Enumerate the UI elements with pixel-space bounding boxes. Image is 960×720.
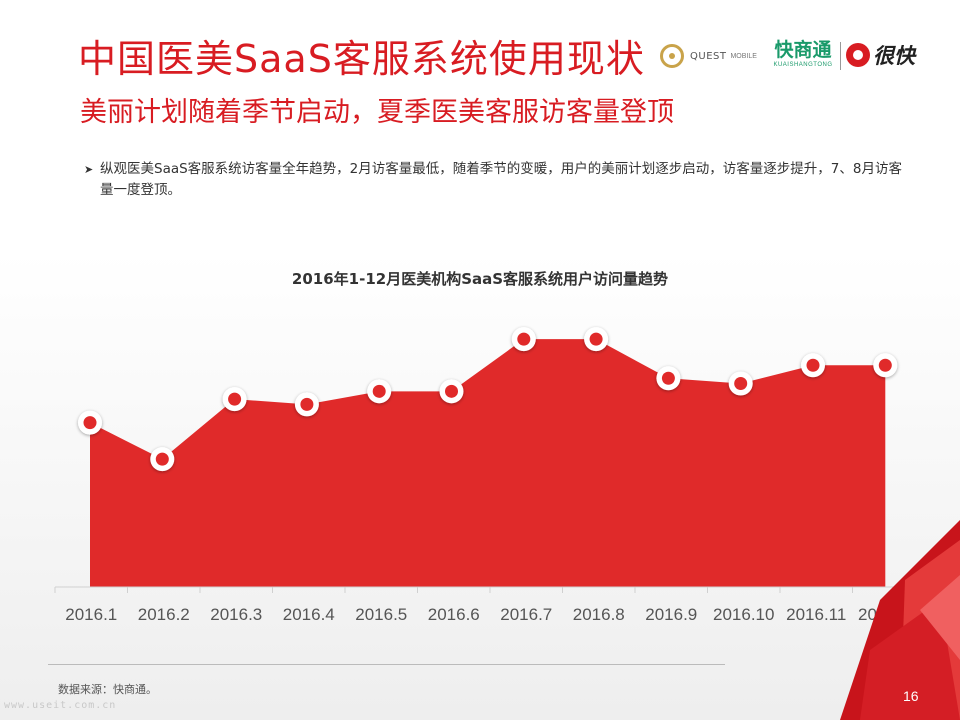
summary-text: 纵观医美SaaS客服系统访客量全年趋势，2月访客量最低，随着季节的变暖，用户的美…: [100, 161, 902, 198]
data-point: [222, 387, 247, 412]
data-point: [294, 392, 319, 417]
x-tick-label: 2016.1: [65, 605, 117, 624]
bullet-arrow-icon: ➤: [84, 163, 94, 176]
data-point: [367, 379, 392, 404]
page-title: 中国医美SaaS客服系统使用现状: [78, 37, 645, 81]
x-tick-label: 2016.7: [500, 605, 552, 624]
henkuai-logo: 很快: [846, 40, 915, 70]
data-point: [511, 327, 536, 352]
x-tick-label: 2016.6: [428, 605, 480, 624]
data-point: [728, 371, 753, 396]
logo-group: QUEST MOBILE 快商通 KUAISHANGTONG 很快: [660, 38, 930, 74]
logo-divider: [840, 42, 841, 70]
x-tick-label: 2016.5: [355, 605, 407, 624]
chart-title: 2016年1-12月医美机构SaaS客服系统用户访问量趋势: [291, 270, 669, 288]
x-tick-label: 2016.3: [210, 605, 262, 624]
data-source: 数据来源：快商通。: [58, 683, 157, 696]
x-tick-label: 2016.11: [786, 605, 846, 624]
data-point: [78, 410, 102, 435]
x-tick-label: 2016.10: [713, 605, 774, 624]
x-tick-label: 2016.9: [645, 605, 697, 624]
kuaishangtong-sublabel: KUAISHANGTONG: [773, 62, 833, 68]
x-tick-label: 2016.8: [573, 605, 625, 624]
watermark: www.useit.com.cn: [4, 700, 117, 711]
data-point: [439, 379, 464, 404]
x-tick-label: 2016.2: [138, 605, 190, 624]
summary-bullet: ➤ 纵观医美SaaS客服系统访客量全年趋势，2月访客量最低，随着季节的变暖，用户…: [84, 159, 906, 201]
data-point: [801, 353, 825, 378]
page-subtitle: 美丽计划随着季节启动，夏季医美客服访客量登顶: [80, 97, 674, 128]
questmobile-sublabel: MOBILE: [730, 52, 757, 60]
data-point: [656, 366, 681, 391]
kuaishangtong-logo: 快商通 KUAISHANGTONG: [770, 38, 836, 68]
x-tick-label: 2016.4: [283, 605, 335, 624]
henkuai-icon: [846, 43, 870, 67]
kuaishangtong-label: 快商通: [774, 39, 832, 61]
footer-divider: [48, 664, 725, 665]
questmobile-label: QUEST: [690, 50, 727, 62]
questmobile-icon: [660, 44, 684, 68]
data-point: [150, 447, 175, 472]
henkuai-label: 很快: [873, 44, 915, 68]
page-number: 16: [903, 688, 919, 704]
series-area: [90, 339, 886, 587]
data-point: [873, 353, 898, 378]
questmobile-logo: QUEST MOBILE: [660, 38, 757, 74]
data-point: [584, 327, 609, 352]
corner-decoration: [840, 520, 960, 720]
